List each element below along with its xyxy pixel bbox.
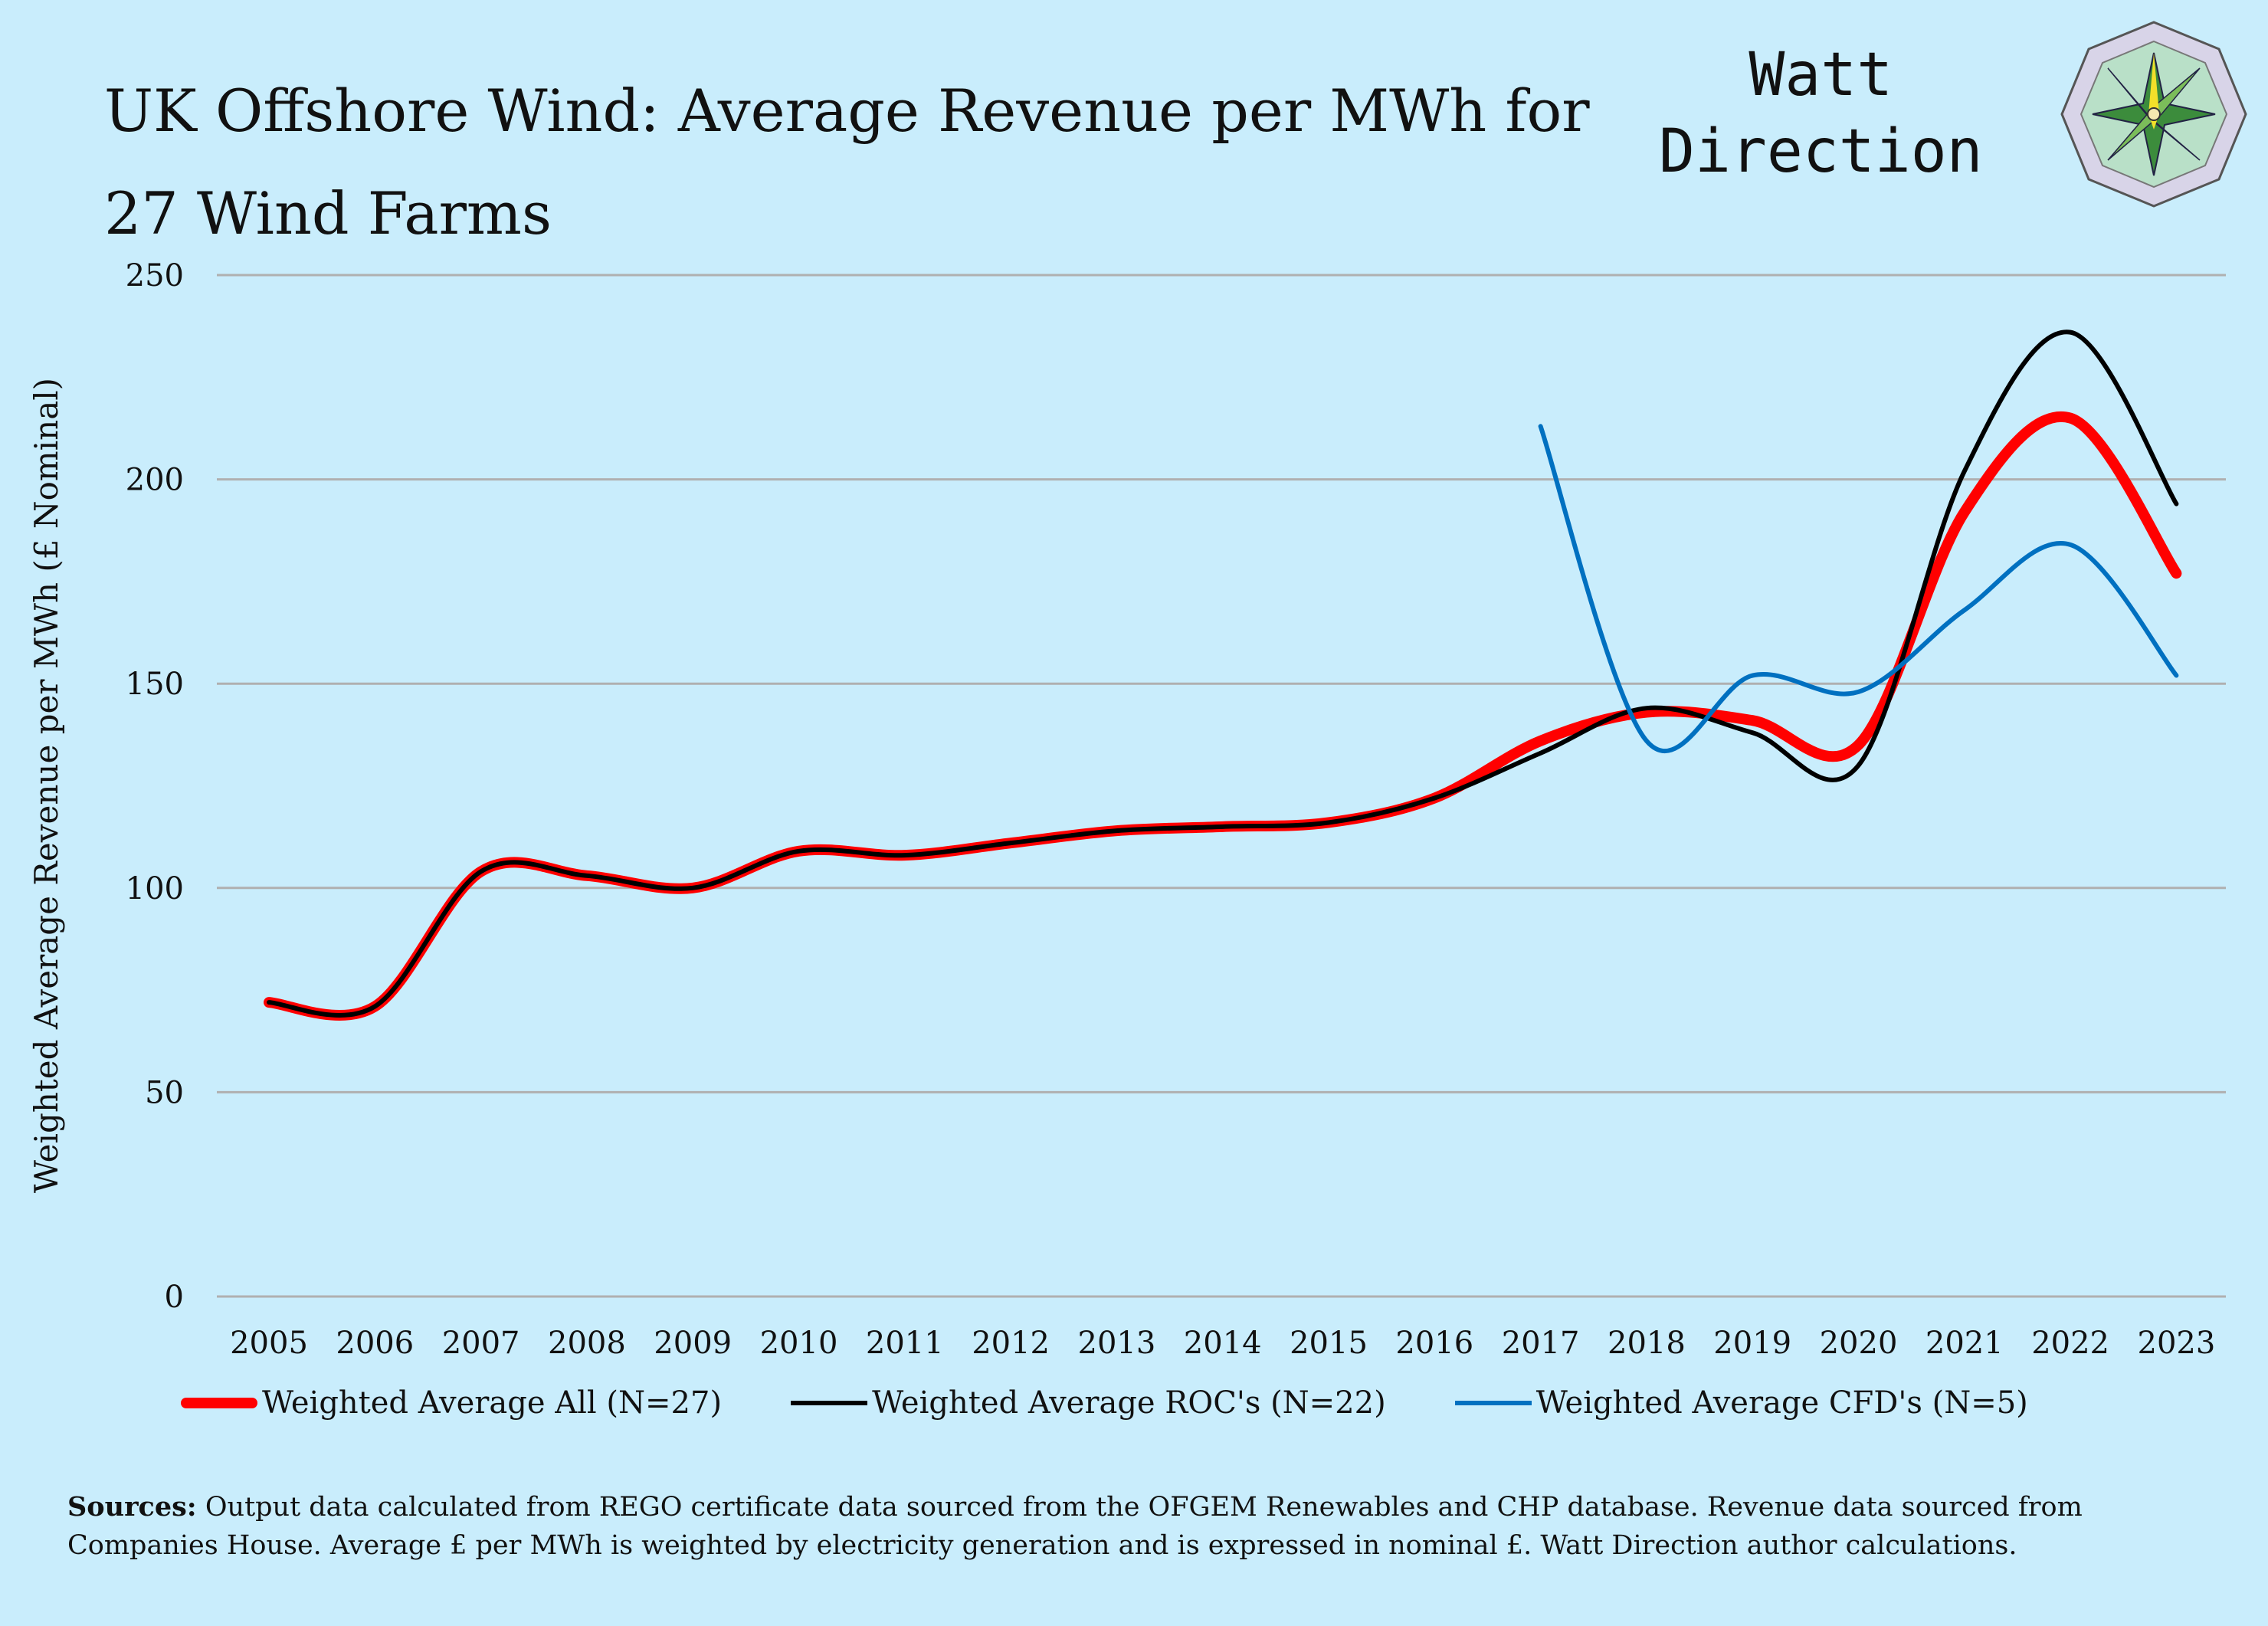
legend-label-cfd: Weighted Average CFD's (N=5) <box>1535 1385 2028 1421</box>
legend-swatch-cfd <box>1454 1401 1532 1405</box>
x-tick-label: 2011 <box>866 1326 944 1361</box>
legend: Weighted Average All (N=27) Weighted Ave… <box>181 1385 2028 1421</box>
legend-label-all: Weighted Average All (N=27) <box>262 1385 723 1421</box>
x-tick-label: 2013 <box>1078 1326 1156 1361</box>
x-tick-label: 2005 <box>230 1326 308 1361</box>
chart-title: UK Offshore Wind: Average Revenue per MW… <box>104 77 1590 248</box>
legend-swatch-all <box>181 1398 257 1408</box>
x-tick-label: 2010 <box>760 1326 838 1361</box>
series-line-2 <box>1538 424 2179 754</box>
legend-item-cfd: Weighted Average CFD's (N=5) <box>1454 1385 2028 1421</box>
y-tick-label: 100 <box>126 871 184 906</box>
y-tick-label: 250 <box>126 258 184 293</box>
x-tick-label: 2020 <box>1820 1326 1898 1361</box>
y-axis-label: Weighted Average Revenue per MWh (£ Nomi… <box>28 378 65 1193</box>
x-tick-label: 2023 <box>2138 1326 2216 1361</box>
brand-line-2: Direction <box>1659 117 1983 186</box>
x-tick-label: 2018 <box>1608 1326 1686 1361</box>
x-tick-label: 2021 <box>1926 1326 2004 1361</box>
x-tick-label: 2012 <box>972 1326 1050 1361</box>
legend-label-roc: Weighted Average ROC's (N=22) <box>872 1385 1386 1421</box>
legend-item-all: Weighted Average All (N=27) <box>181 1385 722 1421</box>
series-line-0 <box>264 411 2182 1021</box>
sources-text: Output data calculated from REGO certifi… <box>67 1492 2083 1561</box>
y-tick-label: 150 <box>126 667 184 702</box>
compass-logo-icon <box>2060 21 2247 208</box>
legend-swatch-roc <box>791 1401 868 1405</box>
brand-line-1: Watt <box>1749 41 1893 110</box>
x-tick-label: 2017 <box>1502 1326 1580 1361</box>
x-tick-label: 2006 <box>336 1326 414 1361</box>
x-tick-label: 2019 <box>1713 1326 1791 1361</box>
x-tick-label: 2009 <box>654 1326 732 1361</box>
sources-label: Sources: <box>67 1491 197 1523</box>
brand-name: Watt Direction <box>1659 37 1983 190</box>
x-tick-label: 2008 <box>548 1326 626 1361</box>
legend-item-roc: Weighted Average ROC's (N=22) <box>791 1385 1386 1421</box>
y-tick-label: 0 <box>165 1280 184 1315</box>
x-tick-label: 2022 <box>2031 1326 2109 1361</box>
x-tick-label: 2015 <box>1290 1326 1368 1361</box>
x-tick-label: 2007 <box>442 1326 520 1361</box>
y-tick-label: 50 <box>145 1075 184 1110</box>
x-tick-label: 2014 <box>1184 1326 1262 1361</box>
x-tick-label: 2016 <box>1395 1326 1473 1361</box>
y-tick-label: 200 <box>126 463 184 498</box>
sources-note: Sources: Output data calculated from REG… <box>67 1488 2228 1565</box>
